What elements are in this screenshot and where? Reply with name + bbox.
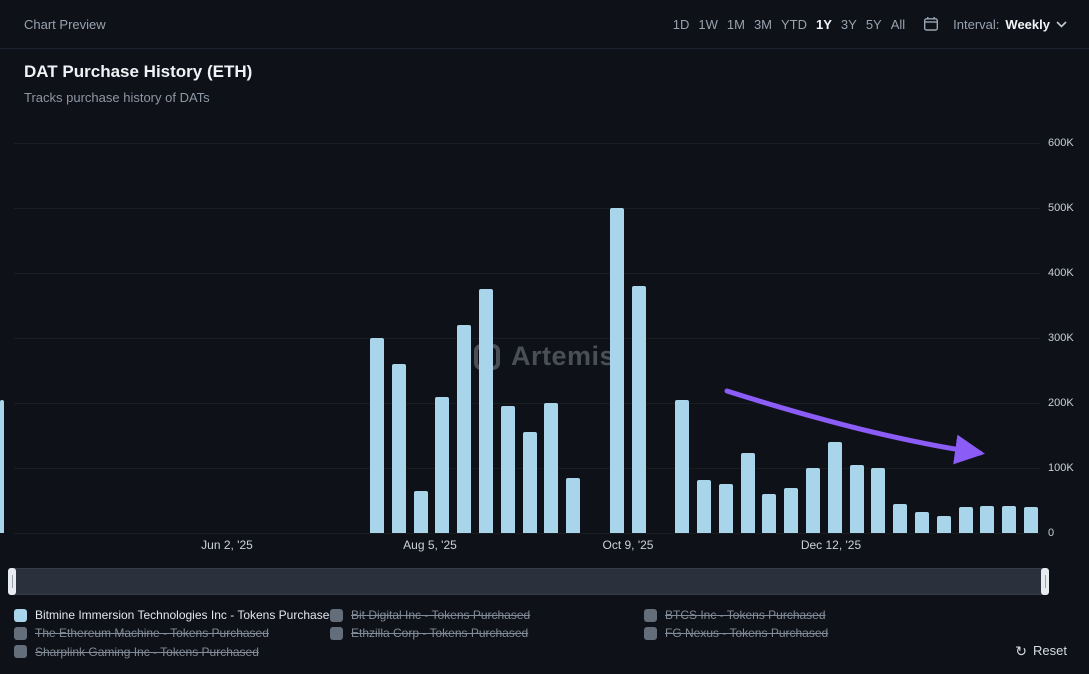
chart-header: DAT Purchase History (ETH) Tracks purcha… [0,49,1089,105]
topbar: Chart Preview 1D 1W 1M 3M YTD 1Y 3Y 5Y All Inter… [0,0,1089,49]
bar[interactable] [479,289,493,534]
y-axis-label: 600K [1048,137,1074,149]
bar[interactable] [762,494,777,533]
legend-item[interactable]: Ethzilla Corp - Tokens Purchased [330,626,528,640]
bar[interactable] [915,512,929,533]
legend-label: The Ethereum Machine - Tokens Purchased [35,626,269,641]
bar[interactable] [457,325,472,533]
range-all-button[interactable]: All [887,15,909,34]
bar[interactable] [958,507,973,533]
reset-label: Reset [1033,643,1067,658]
bar[interactable] [370,338,384,533]
gridline [14,402,1040,404]
bar-clipped [0,399,4,533]
bar[interactable] [566,477,581,534]
y-axis-label: 300K [1048,332,1074,344]
bar[interactable] [740,453,755,534]
legend-swatch-icon [330,626,343,640]
watermark: Artemis [0,341,1089,372]
interval-label: Interval: [953,16,1000,32]
legend-item[interactable]: Bitmine Immersion Technologies Inc - Tok… [14,608,336,622]
bar[interactable] [631,286,646,533]
bar[interactable] [697,479,711,533]
legend-swatch-icon [644,608,657,622]
y-axis-label: 0 [1048,527,1055,539]
x-axis-label: Oct 9, '25 [602,538,654,552]
reset-icon: ↻ [1015,642,1028,659]
page-title: Chart Preview [24,16,106,32]
legend-swatch-icon [644,626,657,640]
bar[interactable] [849,464,864,534]
legend-swatch-icon [14,626,27,640]
navigator-handle-right[interactable] [1041,568,1049,595]
bar[interactable] [675,399,690,534]
legend-swatch-icon [14,645,27,659]
bar[interactable] [806,468,820,533]
bar[interactable] [544,403,559,533]
legend-label: FG Nexus - Tokens Purchased [665,626,829,641]
legend: Bitmine Immersion Technologies Inc - Tok… [0,608,1089,666]
x-axis-label: Aug 5, '25 [403,538,457,552]
bar[interactable] [1024,507,1038,533]
bar[interactable] [871,468,886,533]
navigator-handle-left[interactable] [8,568,16,595]
time-range-selector: 1D 1W 1M 3M YTD 1Y 3Y 5Y All [669,15,909,34]
legend-item[interactable]: The Ethereum Machine - Tokens Purchased [14,626,269,640]
interval-value: Weekly [1005,16,1050,32]
bar[interactable] [609,208,624,533]
chevron-down-icon [1056,20,1067,28]
legend-item[interactable]: Sharplink Gaming Inc - Tokens Purchased [14,645,259,659]
range-1d-button[interactable]: 1D [669,15,694,34]
bar[interactable] [435,396,450,533]
bar[interactable] [827,442,842,533]
bar[interactable] [784,487,799,533]
range-1y-button[interactable]: 1Y [812,15,836,34]
x-axis-label: Jun 2, '25 [201,538,253,552]
y-axis-label: 100K [1048,462,1074,474]
legend-item[interactable]: BTCS Inc - Tokens Purchased [644,608,826,622]
legend-label: Ethzilla Corp - Tokens Purchased [351,626,529,641]
legend-item[interactable]: FG Nexus - Tokens Purchased [644,626,828,640]
chart-title: DAT Purchase History (ETH) [24,62,253,81]
range-1w-button[interactable]: 1W [694,15,722,34]
bar[interactable] [1002,505,1017,533]
legend-label: Sharplink Gaming Inc - Tokens Purchased [35,644,259,659]
legend-item[interactable]: Bit Digital Inc - Tokens Purchased [330,608,530,622]
y-axis-label: 400K [1048,267,1074,279]
bar[interactable] [522,432,537,534]
legend-swatch-icon [330,608,343,622]
interval-dropdown[interactable]: Interval: Weekly [953,17,1067,32]
gridline [14,142,1040,144]
legend-swatch-icon [14,608,27,622]
chart-subtitle: Tracks purchase history of DATs [24,90,210,105]
gridline [14,207,1040,209]
reset-button[interactable]: ↻ Reset [1015,643,1067,658]
bar[interactable] [500,406,515,534]
bar[interactable] [391,364,406,533]
legend-label: Bit Digital Inc - Tokens Purchased [351,608,531,622]
bar[interactable] [936,515,951,534]
legend-label: BTCS Inc - Tokens Purchased [665,608,826,622]
y-axis-label: 200K [1048,397,1074,409]
calendar-icon[interactable] [923,16,939,32]
x-axis-label: Dec 12, '25 [800,538,862,552]
range-3m-button[interactable]: 3M [750,15,776,34]
range-navigator[interactable] [8,568,1049,595]
range-5y-button[interactable]: 5Y [862,15,886,34]
range-1m-button[interactable]: 1M [723,15,749,34]
y-axis-label: 500K [1048,202,1074,214]
bar[interactable] [980,505,995,533]
bar[interactable] [893,503,908,534]
range-3y-button[interactable]: 3Y [837,15,861,34]
range-ytd-button[interactable]: YTD [777,15,811,34]
gridline [14,337,1040,339]
topbar-controls: 1D 1W 1M 3M YTD 1Y 3Y 5Y All Interval: Weekly [669,15,1067,34]
legend-label: Bitmine Immersion Technologies Inc - Tok… [35,608,337,622]
bar[interactable] [413,490,428,534]
gridline [14,272,1040,274]
bar[interactable] [718,484,733,534]
watermark-text: Artemis [510,341,616,371]
